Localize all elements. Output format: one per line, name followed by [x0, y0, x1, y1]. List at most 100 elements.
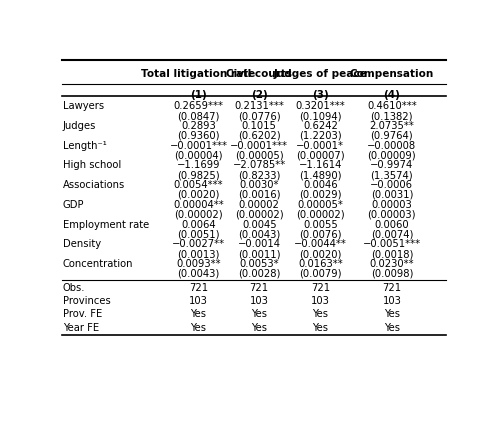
- Text: (0.0029): (0.0029): [299, 190, 342, 200]
- Text: Yes: Yes: [190, 323, 206, 333]
- Text: (0.0028): (0.0028): [238, 269, 280, 279]
- Text: (1): (1): [190, 89, 207, 99]
- Text: Compensation: Compensation: [350, 69, 434, 79]
- Text: −0.0051***: −0.0051***: [363, 239, 421, 249]
- Text: (4): (4): [383, 89, 400, 99]
- Text: −0.0001***: −0.0001***: [170, 141, 228, 151]
- Text: 0.00005*: 0.00005*: [298, 200, 343, 210]
- Text: (1.2203): (1.2203): [299, 131, 342, 141]
- Text: GDP: GDP: [63, 200, 84, 210]
- Text: Obs.: Obs.: [63, 283, 85, 293]
- Text: (0.0031): (0.0031): [371, 190, 413, 200]
- Text: 721: 721: [311, 283, 330, 293]
- Text: Density: Density: [63, 239, 101, 249]
- Text: High school: High school: [63, 160, 121, 171]
- Text: Concentration: Concentration: [63, 259, 133, 269]
- Text: (0.9825): (0.9825): [177, 170, 220, 180]
- Text: −0.00008: −0.00008: [367, 141, 416, 151]
- Text: −0.0044**: −0.0044**: [294, 239, 347, 249]
- Text: (0.0020): (0.0020): [177, 190, 220, 200]
- Text: (0.0076): (0.0076): [299, 229, 342, 240]
- Text: (1.3574): (1.3574): [371, 170, 413, 180]
- Text: 0.3201***: 0.3201***: [296, 101, 345, 111]
- Text: (0.00009): (0.00009): [368, 151, 416, 161]
- Text: 103: 103: [311, 296, 330, 306]
- Text: (0.00004): (0.00004): [174, 151, 223, 161]
- Text: (0.0043): (0.0043): [238, 229, 280, 240]
- Text: 721: 721: [189, 283, 208, 293]
- Text: Judges: Judges: [63, 121, 96, 131]
- Text: 0.2659***: 0.2659***: [174, 101, 224, 111]
- Text: −1.1614: −1.1614: [299, 160, 342, 171]
- Text: −0.9974: −0.9974: [370, 160, 414, 171]
- Text: Yes: Yes: [312, 323, 328, 333]
- Text: −0.0001*: −0.0001*: [296, 141, 344, 151]
- Text: (0.0043): (0.0043): [178, 269, 220, 279]
- Text: 0.0046: 0.0046: [303, 180, 338, 190]
- Text: Prov. FE: Prov. FE: [63, 309, 102, 319]
- Text: Yes: Yes: [384, 323, 400, 333]
- Text: 0.0064: 0.0064: [181, 220, 216, 230]
- Text: Civil courts: Civil courts: [226, 69, 292, 79]
- Text: Provinces: Provinces: [63, 296, 111, 306]
- Text: (0.0051): (0.0051): [177, 229, 220, 240]
- Text: 103: 103: [250, 296, 269, 306]
- Text: 0.0060: 0.0060: [374, 220, 409, 230]
- Text: (0.8233): (0.8233): [238, 170, 280, 180]
- Text: −0.0014: −0.0014: [238, 239, 281, 249]
- Text: (0.0018): (0.0018): [371, 249, 413, 259]
- Text: 0.00004**: 0.00004**: [173, 200, 224, 210]
- Text: Total litigation rate: Total litigation rate: [141, 69, 255, 79]
- Text: Year FE: Year FE: [63, 323, 99, 333]
- Text: Yes: Yes: [312, 309, 328, 319]
- Text: −1.1699: −1.1699: [177, 160, 220, 171]
- Text: (3): (3): [312, 89, 329, 99]
- Text: 0.1015: 0.1015: [242, 121, 277, 131]
- Text: Length⁻¹: Length⁻¹: [63, 141, 107, 151]
- Text: Yes: Yes: [251, 323, 267, 333]
- Text: Yes: Yes: [190, 309, 206, 319]
- Text: (0.1094): (0.1094): [299, 111, 342, 121]
- Text: −0.0027**: −0.0027**: [172, 239, 225, 249]
- Text: (0.0847): (0.0847): [177, 111, 220, 121]
- Text: 0.00003: 0.00003: [372, 200, 412, 210]
- Text: 0.0045: 0.0045: [242, 220, 276, 230]
- Text: 0.6242: 0.6242: [303, 121, 338, 131]
- Text: 0.2131***: 0.2131***: [234, 101, 284, 111]
- Text: (0.0020): (0.0020): [299, 249, 342, 259]
- Text: 0.0053*: 0.0053*: [240, 259, 279, 269]
- Text: (0.6202): (0.6202): [238, 131, 281, 141]
- Text: (0.0098): (0.0098): [371, 269, 413, 279]
- Text: 2.0735**: 2.0735**: [370, 121, 414, 131]
- Text: (0.00002): (0.00002): [235, 210, 284, 220]
- Text: 0.2893: 0.2893: [181, 121, 216, 131]
- Text: Lawyers: Lawyers: [63, 101, 104, 111]
- Text: (0.0074): (0.0074): [371, 229, 413, 240]
- Text: 103: 103: [189, 296, 208, 306]
- Text: Yes: Yes: [251, 309, 267, 319]
- Text: (0.00003): (0.00003): [368, 210, 416, 220]
- Text: (1.4890): (1.4890): [299, 170, 342, 180]
- Text: (0.9360): (0.9360): [177, 131, 220, 141]
- Text: (0.0079): (0.0079): [299, 269, 342, 279]
- Text: 721: 721: [382, 283, 401, 293]
- Text: (0.00002): (0.00002): [296, 210, 345, 220]
- Text: 0.0030*: 0.0030*: [240, 180, 279, 190]
- Text: (0.00007): (0.00007): [296, 151, 345, 161]
- Text: Judges of peace: Judges of peace: [273, 69, 367, 79]
- Text: 0.00002: 0.00002: [239, 200, 280, 210]
- Text: (2): (2): [251, 89, 267, 99]
- Text: (0.00005): (0.00005): [235, 151, 284, 161]
- Text: (0.1382): (0.1382): [371, 111, 413, 121]
- Text: 0.0230**: 0.0230**: [370, 259, 414, 269]
- Text: (0.0011): (0.0011): [238, 249, 280, 259]
- Text: Associations: Associations: [63, 180, 125, 190]
- Text: 0.0163**: 0.0163**: [298, 259, 343, 269]
- Text: 0.0055: 0.0055: [303, 220, 338, 230]
- Text: 721: 721: [249, 283, 269, 293]
- Text: Yes: Yes: [384, 309, 400, 319]
- Text: 0.0054***: 0.0054***: [174, 180, 223, 190]
- Text: 0.0093**: 0.0093**: [176, 259, 221, 269]
- Text: (0.0013): (0.0013): [177, 249, 220, 259]
- Text: (0.0776): (0.0776): [238, 111, 281, 121]
